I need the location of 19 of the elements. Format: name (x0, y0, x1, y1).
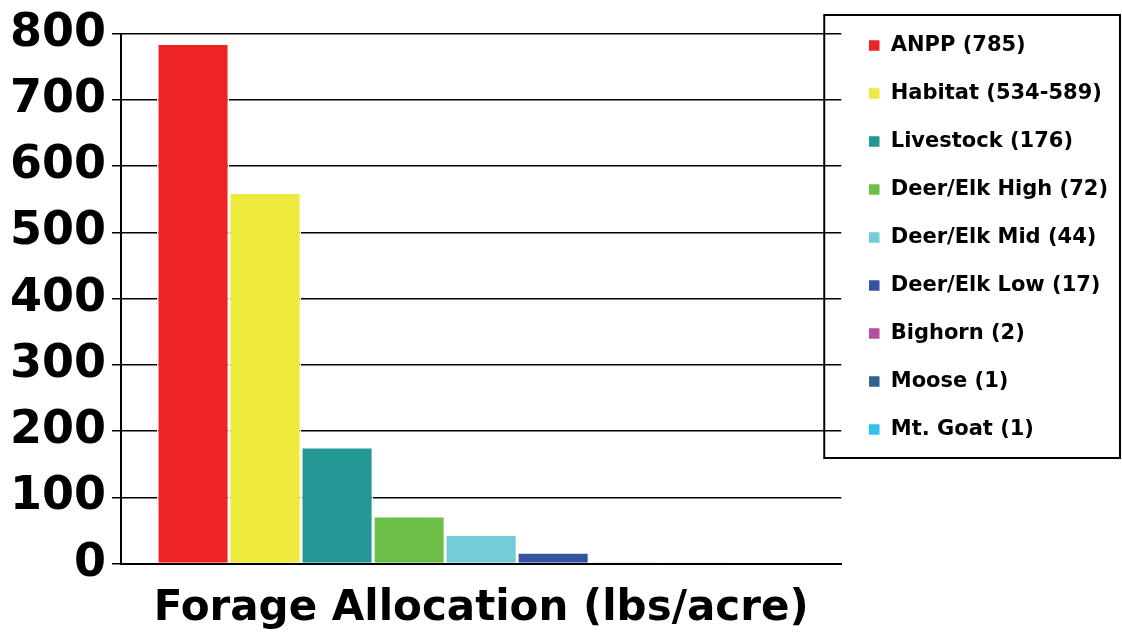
legend-label: Moose (1) (890, 367, 1009, 392)
legend-label: Deer/Elk Low (17) (890, 271, 1101, 296)
y-tick-label: 500 (9, 201, 107, 256)
legend-label: Deer/Elk Mid (44) (890, 223, 1097, 248)
legend-label: Bighorn (2) (890, 319, 1025, 344)
legend-label: Livestock (176) (890, 127, 1073, 152)
y-tick-label: 200 (9, 400, 107, 455)
legend-label: ANPP (785) (890, 31, 1026, 56)
y-tick-label: 600 (9, 135, 107, 190)
legend-label: Habitat (534-589) (890, 79, 1102, 104)
y-tick-label: 800 (9, 2, 107, 57)
legend-label: Mt. Goat (1) (890, 415, 1034, 440)
y-tick-label: 0 (74, 532, 107, 587)
y-tick-label: 700 (9, 68, 107, 123)
y-tick-label: 400 (9, 267, 107, 322)
y-tick-label: 300 (9, 333, 107, 388)
y-tick-label: 100 (9, 466, 107, 521)
legend-label: Deer/Elk High (72) (890, 175, 1108, 200)
x-axis-title: Forage Allocation (lbs/acre) (153, 580, 809, 630)
